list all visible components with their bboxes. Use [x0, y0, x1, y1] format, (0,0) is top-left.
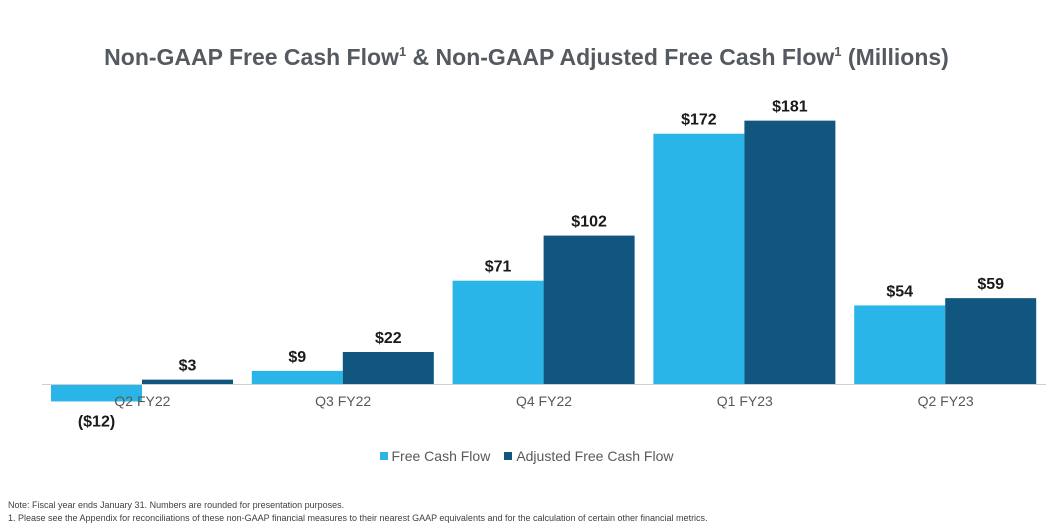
chart-title-part3: (Millions) [841, 44, 949, 70]
x-tick-label-q1-fy23: Q1 FY23 [717, 393, 773, 409]
data-label-adjusted-free-cash-flow-q2-fy22: $3 [179, 358, 197, 375]
legend-label-adjusted-free-cash-flow: Adjusted Free Cash Flow [516, 448, 674, 464]
data-label-adjusted-free-cash-flow-q1-fy23: $181 [772, 99, 808, 116]
data-label-free-cash-flow-q1-fy23: $172 [681, 112, 717, 129]
legend-item-free-cash-flow: Free Cash Flow [379, 448, 491, 464]
x-tick-label-q3-fy22: Q3 FY22 [315, 393, 371, 409]
data-label-adjusted-free-cash-flow-q2-fy23: $59 [977, 276, 1004, 293]
legend-swatch-free-cash-flow [379, 452, 388, 460]
bar-free-cash-flow-q4-fy22 [452, 280, 544, 384]
data-label-free-cash-flow-q3-fy22: $9 [288, 349, 306, 366]
bar-adjusted-free-cash-flow-q1-fy23 [744, 120, 836, 385]
data-label-free-cash-flow-q2-fy23: $54 [886, 283, 913, 300]
data-label-adjusted-free-cash-flow-q4-fy22: $102 [571, 214, 607, 231]
legend-swatch-adjusted-free-cash-flow [504, 452, 513, 460]
footnote-fiscal-year: Note: Fiscal year ends January 31. Numbe… [8, 500, 345, 510]
bar-free-cash-flow-q2-fy23 [854, 305, 946, 384]
legend-label-free-cash-flow: Free Cash Flow [391, 448, 491, 464]
footnotes: Note: Fiscal year ends January 31. Numbe… [8, 499, 708, 525]
x-tick-label-q2-fy22: Q2 FY22 [114, 393, 170, 409]
bar-free-cash-flow-q1-fy23 [653, 133, 745, 384]
bar-adjusted-free-cash-flow-q3-fy22 [342, 351, 434, 384]
chart-title-part1: Non-GAAP Free Cash Flow [104, 44, 399, 70]
bar-adjusted-free-cash-flow-q4-fy22 [543, 235, 635, 384]
data-label-free-cash-flow-q2-fy22: ($12) [78, 413, 115, 430]
x-tick-label-q2-fy23: Q2 FY23 [918, 393, 974, 409]
chart-title-part2: & Non-GAAP Adjusted Free Cash Flow [406, 44, 835, 70]
bar-adjusted-free-cash-flow-q2-fy22 [142, 379, 233, 384]
title-footnote-marker-1: 1 [398, 44, 407, 59]
data-label-adjusted-free-cash-flow-q3-fy22: $22 [375, 330, 402, 347]
bar-free-cash-flow-q3-fy22 [251, 370, 343, 384]
data-label-free-cash-flow-q4-fy22: $71 [485, 259, 512, 276]
title-footnote-marker-2: 1 [834, 44, 842, 59]
footnote-non-gaap: 1. Please see the Appendix for reconcili… [8, 513, 708, 523]
chart-legend: Free Cash Flow Adjusted Free Cash Flow [0, 448, 1053, 464]
bar-free-cash-flow-q2-fy22 [51, 384, 142, 402]
x-tick-label-q4-fy22: Q4 FY22 [516, 393, 572, 409]
chart-title: Non-GAAP Free Cash Flow1 & Non-GAAP Adju… [0, 44, 1053, 71]
bar-adjusted-free-cash-flow-q2-fy23 [945, 298, 1037, 384]
legend-item-adjusted-free-cash-flow: Adjusted Free Cash Flow [504, 448, 674, 464]
